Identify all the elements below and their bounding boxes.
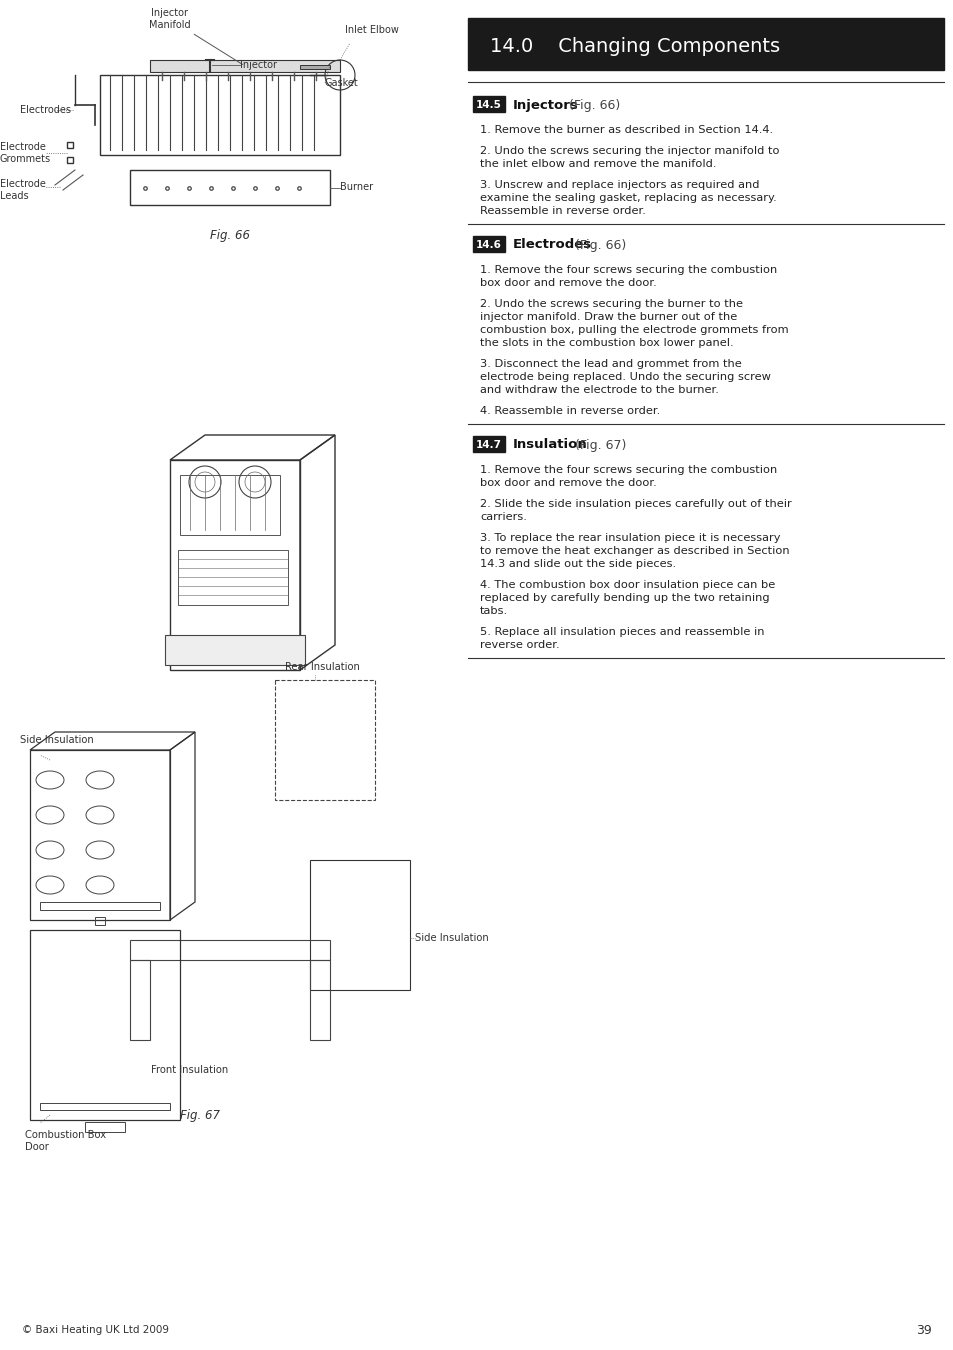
Text: injector manifold. Draw the burner out of the: injector manifold. Draw the burner out o… xyxy=(479,312,737,323)
Bar xyxy=(165,634,305,666)
Text: Fig. 67: Fig. 67 xyxy=(180,1108,220,1122)
Text: Insulation: Insulation xyxy=(513,439,587,451)
Bar xyxy=(180,475,280,535)
Text: examine the sealing gasket, replacing as necessary.: examine the sealing gasket, replacing as… xyxy=(479,193,776,202)
Text: box door and remove the door.: box door and remove the door. xyxy=(479,278,656,288)
Bar xyxy=(178,549,288,605)
Text: Electrodes: Electrodes xyxy=(20,105,71,115)
Text: © Baxi Heating UK Ltd 2009: © Baxi Heating UK Ltd 2009 xyxy=(22,1324,169,1335)
Text: 14.3 and slide out the side pieces.: 14.3 and slide out the side pieces. xyxy=(479,559,676,568)
Text: Gasket: Gasket xyxy=(325,78,358,88)
Bar xyxy=(130,960,150,1040)
Text: (Fig. 67): (Fig. 67) xyxy=(571,439,626,451)
Text: reverse order.: reverse order. xyxy=(479,640,559,649)
Text: 2. Slide the side insulation pieces carefully out of their: 2. Slide the side insulation pieces care… xyxy=(479,500,791,509)
Text: Side Insulation: Side Insulation xyxy=(20,734,93,745)
Text: and withdraw the electrode to the burner.: and withdraw the electrode to the burner… xyxy=(479,385,719,396)
Text: Electrode
Leads: Electrode Leads xyxy=(0,180,46,201)
Text: 3. To replace the rear insulation piece it is necessary: 3. To replace the rear insulation piece … xyxy=(479,533,780,543)
Text: Injectors: Injectors xyxy=(513,99,578,112)
Bar xyxy=(100,76,339,155)
Text: 14.0    Changing Components: 14.0 Changing Components xyxy=(490,36,780,55)
Text: to remove the heat exchanger as described in Section: to remove the heat exchanger as describe… xyxy=(479,545,789,556)
Text: 14.5: 14.5 xyxy=(476,100,501,109)
Text: Electrodes: Electrodes xyxy=(513,239,592,251)
Text: Front Insulation: Front Insulation xyxy=(152,1065,229,1075)
Text: 14.7: 14.7 xyxy=(476,440,501,450)
Text: Injector: Injector xyxy=(240,59,276,70)
Text: tabs.: tabs. xyxy=(479,606,508,616)
Text: 5. Replace all insulation pieces and reassemble in: 5. Replace all insulation pieces and rea… xyxy=(479,626,763,637)
Text: Fig. 66: Fig. 66 xyxy=(210,228,250,242)
Text: Electrode
Grommets: Electrode Grommets xyxy=(0,142,51,163)
Bar xyxy=(299,65,330,69)
Text: box door and remove the door.: box door and remove the door. xyxy=(479,478,656,487)
Text: 1. Remove the four screws securing the combustion: 1. Remove the four screws securing the c… xyxy=(479,464,777,475)
Text: 4. The combustion box door insulation piece can be: 4. The combustion box door insulation pi… xyxy=(479,580,775,590)
Text: Inlet Elbow: Inlet Elbow xyxy=(345,26,398,35)
Text: electrode being replaced. Undo the securing screw: electrode being replaced. Undo the secur… xyxy=(479,373,770,382)
Bar xyxy=(150,59,339,72)
Text: combustion box, pulling the electrode grommets from: combustion box, pulling the electrode gr… xyxy=(479,325,788,335)
Text: the slots in the combustion box lower panel.: the slots in the combustion box lower pa… xyxy=(479,338,733,348)
Text: (Fig. 66): (Fig. 66) xyxy=(564,99,619,112)
Text: 1. Remove the burner as described in Section 14.4.: 1. Remove the burner as described in Sec… xyxy=(479,126,772,135)
Bar xyxy=(468,18,943,70)
Text: the inlet elbow and remove the manifold.: the inlet elbow and remove the manifold. xyxy=(479,159,716,169)
Text: carriers.: carriers. xyxy=(479,512,526,522)
Text: Side Insulation: Side Insulation xyxy=(415,933,488,944)
Bar xyxy=(95,917,105,925)
Text: 3. Disconnect the lead and grommet from the: 3. Disconnect the lead and grommet from … xyxy=(479,359,741,369)
Text: (Fig. 66): (Fig. 66) xyxy=(571,239,625,251)
Text: Rear Insulation: Rear Insulation xyxy=(285,662,359,672)
Text: 39: 39 xyxy=(915,1323,931,1336)
Text: 3. Unscrew and replace injectors as required and: 3. Unscrew and replace injectors as requ… xyxy=(479,180,759,190)
Bar xyxy=(40,1103,170,1110)
Bar xyxy=(85,1122,125,1133)
Text: Reassemble in reverse order.: Reassemble in reverse order. xyxy=(479,207,645,216)
Bar xyxy=(473,236,504,252)
Text: 14.6: 14.6 xyxy=(476,240,501,250)
Bar xyxy=(310,960,330,1040)
Bar xyxy=(473,96,504,112)
Text: Burner: Burner xyxy=(339,182,373,193)
Text: 2. Undo the screws securing the burner to the: 2. Undo the screws securing the burner t… xyxy=(479,298,742,309)
Bar xyxy=(40,902,160,910)
Text: Injector
Manifold: Injector Manifold xyxy=(149,8,242,65)
Bar xyxy=(130,170,330,205)
Text: 4. Reassemble in reverse order.: 4. Reassemble in reverse order. xyxy=(479,406,659,416)
Text: Combustion Box
Door: Combustion Box Door xyxy=(25,1130,106,1152)
Bar xyxy=(473,436,504,452)
Text: replaced by carefully bending up the two retaining: replaced by carefully bending up the two… xyxy=(479,593,769,603)
Bar xyxy=(130,940,330,960)
Text: 2. Undo the screws securing the injector manifold to: 2. Undo the screws securing the injector… xyxy=(479,146,779,157)
Text: 1. Remove the four screws securing the combustion: 1. Remove the four screws securing the c… xyxy=(479,265,777,275)
